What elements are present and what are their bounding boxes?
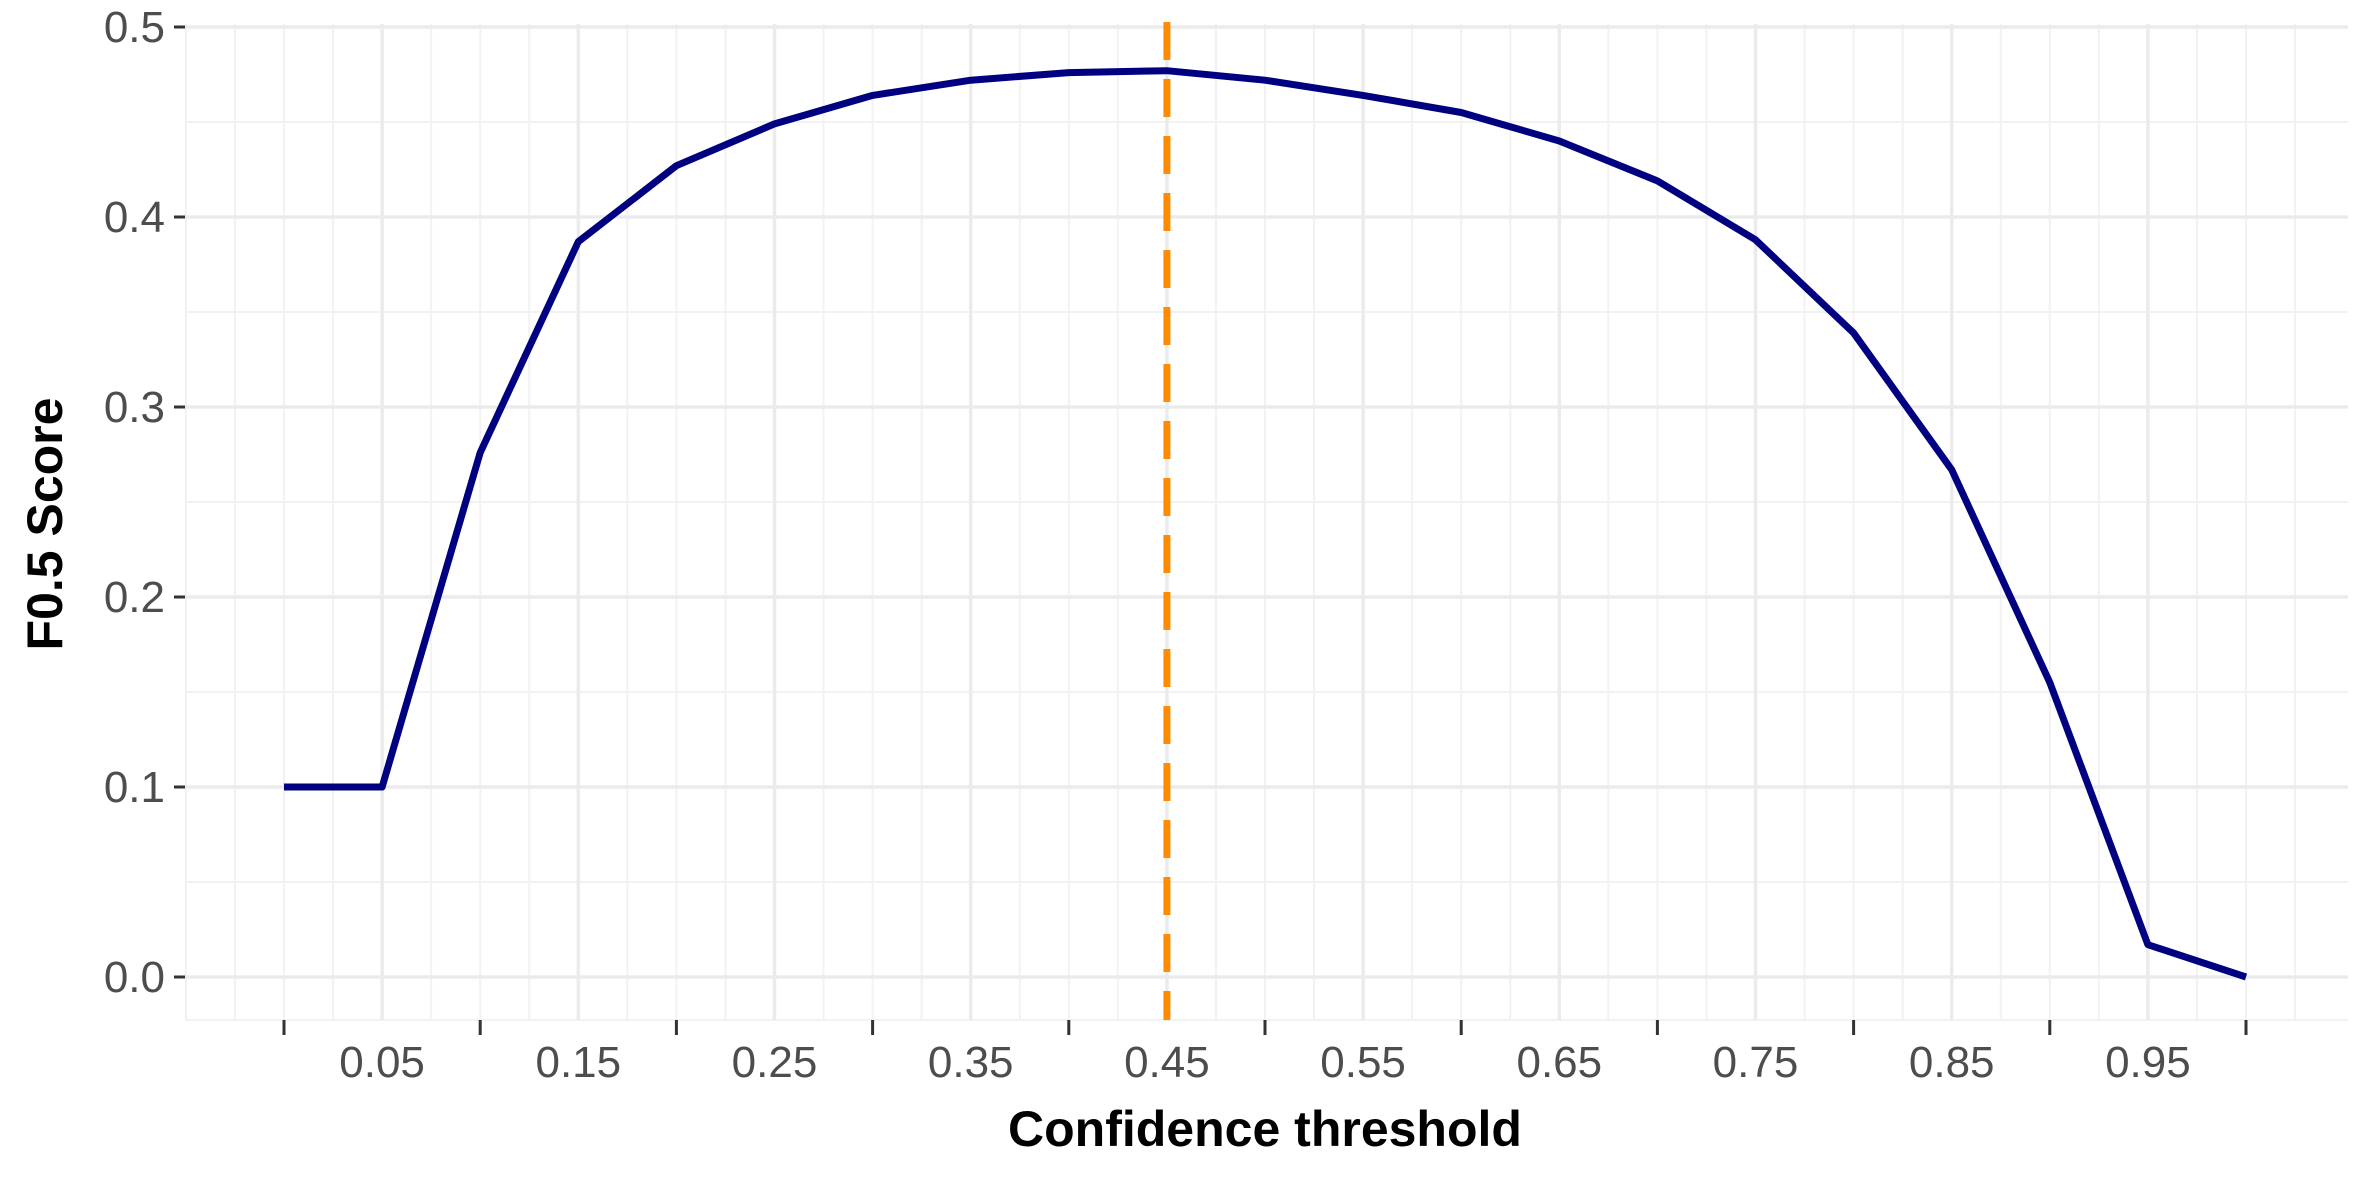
x-tick-label: 0.35 <box>928 1038 1014 1087</box>
y-tick-label: 0.1 <box>104 763 165 812</box>
x-tick-label: 0.25 <box>732 1038 818 1087</box>
y-tick-label: 0.0 <box>104 953 165 1002</box>
series-layer <box>284 67 2248 981</box>
x-tick-label: 0.45 <box>1124 1038 1210 1087</box>
x-tick-label: 0.95 <box>2105 1038 2191 1087</box>
major-gridlines <box>185 24 2348 1020</box>
x-tick-label: 0.65 <box>1516 1038 1602 1087</box>
y-tick-label: 0.4 <box>104 193 165 242</box>
axis-ticks <box>174 25 2248 1035</box>
x-tick-label: 0.15 <box>535 1038 621 1087</box>
x-tick-label: 0.05 <box>339 1038 425 1087</box>
series-line <box>284 67 2248 981</box>
x-axis-title: Confidence threshold <box>1008 1101 1522 1157</box>
tick-labels: 0.0 0.1 0.2 0.3 0.4 0.5 0.05 0.15 0.25 0.35 0.45 0.… <box>104 3 2191 1087</box>
y-tick-label: 0.2 <box>104 573 165 622</box>
y-tick-label: 0.3 <box>104 383 165 432</box>
x-tick-label: 0.55 <box>1320 1038 1406 1087</box>
x-tick-label: 0.85 <box>1909 1038 1995 1087</box>
minor-gridlines <box>184 24 2348 1021</box>
y-axis-title: F0.5 Score <box>17 398 73 651</box>
y-tick-label: 0.5 <box>104 3 165 52</box>
x-tick-label: 0.75 <box>1713 1038 1799 1087</box>
